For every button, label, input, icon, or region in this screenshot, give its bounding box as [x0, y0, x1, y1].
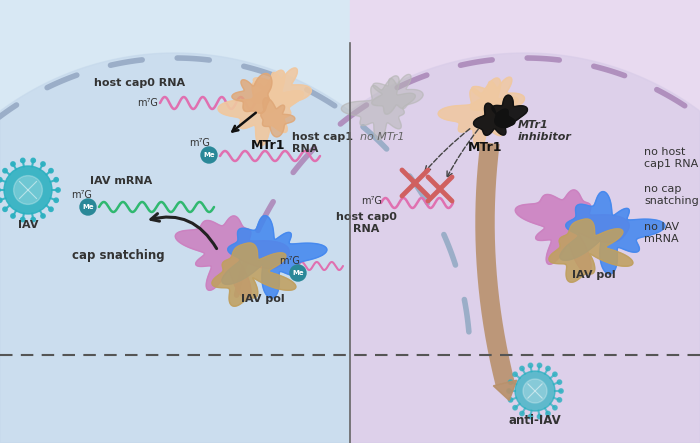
Bar — [350, 0, 700, 443]
Circle shape — [546, 411, 550, 416]
Text: no MTr1: no MTr1 — [360, 132, 405, 142]
Circle shape — [528, 414, 533, 419]
Circle shape — [520, 366, 524, 371]
Circle shape — [0, 198, 2, 202]
Circle shape — [513, 372, 517, 377]
Polygon shape — [222, 216, 327, 298]
Circle shape — [41, 162, 46, 166]
Polygon shape — [261, 98, 295, 137]
Circle shape — [290, 265, 306, 281]
Text: IAV pol: IAV pol — [572, 270, 616, 280]
Text: host cap0 RNA: host cap0 RNA — [94, 78, 186, 88]
Circle shape — [10, 162, 15, 166]
Polygon shape — [560, 191, 665, 274]
Polygon shape — [494, 380, 517, 400]
Text: IAV: IAV — [18, 220, 38, 230]
Circle shape — [54, 198, 58, 202]
Text: Me: Me — [82, 204, 94, 210]
Circle shape — [201, 147, 217, 163]
Text: m⁷G: m⁷G — [190, 138, 211, 148]
Text: anti-IAV: anti-IAV — [509, 415, 561, 427]
Polygon shape — [515, 190, 629, 273]
Circle shape — [538, 363, 542, 368]
Circle shape — [507, 389, 511, 393]
Circle shape — [559, 389, 564, 393]
Polygon shape — [438, 78, 518, 148]
Polygon shape — [492, 95, 528, 128]
Text: no IAV
mRNA: no IAV mRNA — [644, 222, 679, 244]
Circle shape — [31, 158, 36, 163]
Circle shape — [20, 218, 25, 222]
Circle shape — [557, 380, 561, 385]
Text: no host
cap1 RNA: no host cap1 RNA — [644, 147, 699, 169]
Polygon shape — [232, 74, 272, 113]
Circle shape — [4, 166, 52, 214]
Polygon shape — [473, 103, 515, 136]
Circle shape — [54, 178, 58, 182]
Circle shape — [553, 405, 557, 410]
Text: m⁷G: m⁷G — [362, 196, 382, 206]
Circle shape — [0, 178, 2, 182]
Circle shape — [528, 363, 533, 368]
Text: m⁷G: m⁷G — [138, 98, 158, 108]
Bar — [0, 0, 350, 443]
Polygon shape — [0, 53, 350, 443]
Text: host cap0
RNA: host cap0 RNA — [335, 212, 396, 234]
Circle shape — [3, 207, 7, 211]
Circle shape — [515, 371, 555, 411]
Polygon shape — [549, 219, 633, 282]
Polygon shape — [342, 76, 415, 140]
Polygon shape — [175, 216, 289, 299]
Polygon shape — [218, 70, 304, 146]
Text: m⁷G: m⁷G — [71, 190, 92, 200]
Circle shape — [80, 199, 96, 215]
Text: IAV mRNA: IAV mRNA — [90, 176, 153, 186]
Circle shape — [538, 414, 542, 419]
Polygon shape — [350, 53, 700, 443]
Circle shape — [56, 188, 60, 192]
Circle shape — [508, 380, 513, 385]
Text: cap snatching: cap snatching — [71, 249, 164, 261]
Circle shape — [513, 405, 517, 410]
Text: MTr1: MTr1 — [251, 139, 286, 152]
Polygon shape — [252, 68, 312, 113]
Text: MTr1
inhibitor: MTr1 inhibitor — [518, 120, 572, 142]
Circle shape — [520, 411, 524, 416]
Polygon shape — [212, 243, 296, 306]
Circle shape — [553, 372, 557, 377]
Text: no cap
snatching: no cap snatching — [644, 184, 699, 206]
Circle shape — [49, 207, 53, 211]
Text: Me: Me — [292, 270, 304, 276]
Circle shape — [13, 175, 43, 204]
Circle shape — [20, 158, 25, 163]
Text: m⁷G: m⁷G — [279, 256, 300, 266]
Text: host cap1
RNA: host cap1 RNA — [292, 132, 353, 154]
Circle shape — [31, 218, 36, 222]
Circle shape — [49, 168, 53, 173]
Circle shape — [546, 366, 550, 371]
Text: MTr1: MTr1 — [468, 140, 503, 154]
Circle shape — [10, 214, 15, 218]
Polygon shape — [372, 74, 423, 114]
Text: IAV pol: IAV pol — [241, 294, 285, 304]
Circle shape — [508, 398, 513, 402]
Circle shape — [3, 168, 7, 173]
Circle shape — [41, 214, 46, 218]
Circle shape — [557, 398, 561, 402]
Circle shape — [523, 379, 547, 403]
Text: Me: Me — [203, 152, 215, 158]
Polygon shape — [470, 77, 524, 119]
